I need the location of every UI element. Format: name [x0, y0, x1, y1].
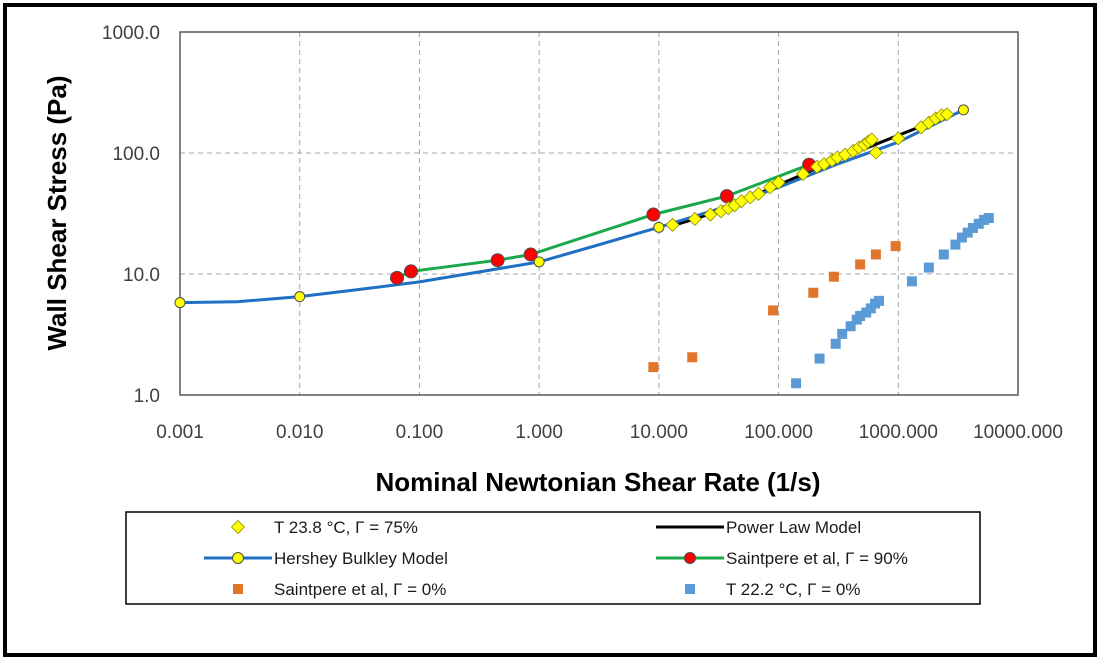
t222-data-point	[967, 222, 978, 233]
y-tick-label: 100.0	[112, 144, 160, 165]
legend-entry: T 22.2 °C, Γ = 0%	[685, 580, 860, 599]
legend-entry: Saintpere et al, Γ = 0%	[233, 580, 446, 599]
hershey-bulkley-data-point	[533, 256, 545, 268]
legend-entry: Hershey Bulkley Model	[204, 549, 448, 568]
t238-data-point	[751, 186, 766, 201]
t222-data-point	[956, 232, 967, 243]
hershey-bulkley-data-point	[294, 291, 306, 303]
legend-marker-swatch	[232, 552, 244, 564]
saintpere-90-data-point	[523, 247, 538, 262]
hershey-bulkley-data-point	[653, 221, 665, 233]
saintpere-0-data-point	[890, 241, 901, 252]
y-axis-title: Wall Shear Stress (Pa)	[42, 75, 72, 350]
x-tick-label: 10000.000	[973, 422, 1063, 443]
saintpere-0-data-point	[828, 271, 839, 282]
saintpere-0-data-point	[768, 305, 779, 316]
t238-data-point	[891, 131, 906, 146]
t222-data-point	[837, 328, 848, 339]
legend-label: T 23.8 °C, Γ = 75%	[274, 518, 418, 537]
t238-data-point	[795, 166, 811, 182]
t222-data-point	[983, 213, 994, 224]
t222-data-point	[950, 239, 961, 250]
x-tick-label: 0.001	[156, 422, 204, 443]
saintpere-90-data-point	[490, 253, 505, 268]
plot-area-border	[179, 31, 1019, 396]
legend-label: Saintpere et al, Γ = 0%	[274, 580, 446, 599]
y-tick-label: 1000.0	[102, 23, 160, 44]
t238-data-point	[868, 145, 883, 160]
legend-label: T 22.2 °C, Γ = 0%	[726, 580, 860, 599]
saintpere-90-data-point	[646, 207, 661, 222]
t222-data-point	[923, 262, 934, 273]
x-tick-label: 0.010	[276, 422, 324, 443]
x-tick-label: 100.000	[744, 422, 813, 443]
legend-marker-swatch	[233, 584, 243, 594]
saintpere-0-data-point	[870, 249, 881, 260]
series-markers	[174, 104, 994, 389]
x-tick-label: 0.100	[396, 422, 444, 443]
t222-data-point	[791, 378, 802, 389]
x-tick-label: 1.000	[515, 422, 563, 443]
t222-data-point	[855, 310, 866, 321]
saintpere-0-data-point	[808, 287, 819, 298]
x-axis-title: Nominal Newtonian Shear Rate (1/s)	[376, 467, 821, 497]
hershey-bulkley-data-point	[957, 104, 969, 116]
legend-label: Hershey Bulkley Model	[274, 549, 448, 568]
t222-data-point	[938, 249, 949, 260]
legend-marker-swatch	[230, 519, 246, 535]
saintpere-90-data-point	[390, 270, 405, 285]
t238-data-point	[665, 217, 680, 232]
t222-data-point	[873, 295, 884, 306]
t238-data-point	[687, 211, 702, 227]
t222-data-point	[830, 338, 841, 349]
legend-entry: Saintpere et al, Γ = 90%	[656, 549, 908, 568]
t238-data-point	[864, 132, 879, 147]
saintpere-0-data-point	[855, 259, 866, 270]
legend: T 23.8 °C, Γ = 75% Power Law Model Hershey…	[204, 518, 908, 599]
t238-data-point	[939, 107, 955, 122]
t238-data-point	[771, 175, 786, 190]
saintpere-0-data-point	[687, 352, 698, 363]
x-tick-label: 10.000	[630, 422, 688, 443]
t222-data-point	[814, 353, 825, 364]
t222-data-point	[906, 276, 917, 287]
t222-data-point	[962, 227, 973, 238]
t222-data-point	[845, 321, 856, 332]
legend-label: Power Law Model	[726, 518, 861, 537]
legend-marker-swatch	[685, 584, 695, 594]
saintpere-90-line	[396, 163, 810, 280]
saintpere-0-data-point	[648, 362, 659, 373]
grid-lines	[180, 32, 1018, 395]
legend-marker-swatch	[684, 552, 696, 564]
x-tick-label: 1000.000	[859, 422, 938, 443]
saintpere-90-data-point	[403, 264, 418, 279]
legend-label: Saintpere et al, Γ = 90%	[726, 549, 908, 568]
saintpere-90-data-point	[719, 189, 734, 204]
tick-labels: 0.001 0.010 0.100 1.000 10.000 100.000 1000.00…	[102, 23, 1063, 443]
t238-data-point	[703, 207, 718, 222]
legend-entry: Power Law Model	[656, 518, 861, 537]
legend-entry: T 23.8 °C, Γ = 75%	[230, 518, 418, 537]
hershey-bulkley-data-point	[174, 297, 186, 309]
y-tick-label: 1.0	[134, 386, 160, 407]
t222-data-point	[973, 218, 984, 229]
y-tick-label: 10.0	[123, 265, 160, 286]
